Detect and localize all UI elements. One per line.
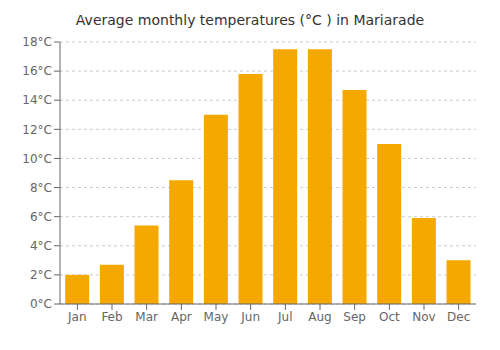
svg-text:Jan: Jan [67,310,87,324]
svg-text:Dec: Dec [447,310,470,324]
svg-text:8°C: 8°C [30,181,52,195]
svg-text:Aug: Aug [308,310,331,324]
svg-text:6°C: 6°C [30,210,52,224]
svg-text:0°C: 0°C [30,297,52,311]
svg-text:Jul: Jul [277,310,292,324]
svg-text:Feb: Feb [101,310,122,324]
svg-text:14°C: 14°C [22,93,52,107]
svg-text:May: May [204,310,229,324]
svg-text:Apr: Apr [171,310,192,324]
svg-text:Oct: Oct [379,310,400,324]
svg-text:2°C: 2°C [30,268,52,282]
svg-text:Mar: Mar [135,310,158,324]
html-text:Average monthly temperatures (: Average monthly temperatures (°C ) in Ma… [75,12,425,28]
svg-text:4°C: 4°C [30,239,52,253]
svg-text:Sep: Sep [343,310,366,324]
svg-text:Nov: Nov [412,310,435,324]
svg-text:16°C: 16°C [22,64,52,78]
svg-text:12°C: 12°C [22,123,52,137]
svg-text:Jun: Jun [240,310,260,324]
svg-text:18°C: 18°C [22,35,52,49]
svg-text:10°C: 10°C [22,152,52,166]
